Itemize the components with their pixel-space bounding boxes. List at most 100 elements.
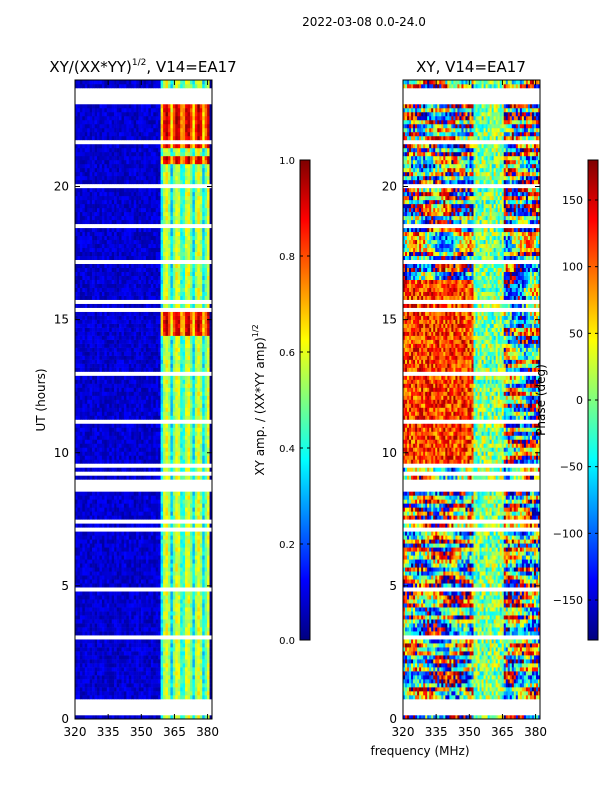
heatmap-cell [202,367,205,372]
heatmap-cell [84,359,88,364]
heatmap-cell [158,359,161,364]
heatmap-cell [197,443,201,448]
heatmap-cell [165,459,169,464]
heatmap-cell [97,407,100,412]
heatmap-cell [180,399,183,404]
heatmap-cell [109,391,112,396]
heatmap-cell [97,675,100,680]
heatmap-cell [172,407,176,412]
heatmap-cell [187,295,191,300]
heatmap-cell [106,467,110,472]
heatmap-cell [116,599,120,604]
heatmap-cell [163,695,166,700]
heatmap-cell [109,547,112,552]
heatmap-cell [165,555,169,560]
heatmap-cell [75,575,78,580]
heatmap-cell [175,631,179,636]
heatmap-cell [172,543,176,548]
heatmap-cell [92,315,95,320]
heatmap-cell [148,555,152,560]
heatmap-cell [75,323,78,328]
heatmap-cell [133,367,137,372]
heatmap-cell [126,643,130,648]
heatmap-cell [79,551,83,556]
heatmap-cell [119,355,122,360]
heatmap-cell [92,347,95,352]
heatmap-cell [155,691,159,696]
heatmap-cell [106,599,110,604]
heatmap-cell [160,551,164,556]
heatmap-cell [128,511,132,516]
heatmap-cell [92,467,95,472]
heatmap-cell [199,347,203,352]
heatmap-cell [99,663,103,668]
heatmap-cell [94,607,98,612]
heatmap-cell [128,663,132,668]
heatmap-cell [79,331,83,336]
heatmap-cell [75,395,78,400]
heatmap-cell [136,535,139,540]
heatmap-cell [116,467,120,472]
heatmap-cell [123,547,127,552]
heatmap-cell [75,671,78,676]
heatmap-cell [89,359,93,364]
heatmap-cell [97,631,100,636]
heatmap-cell [165,575,169,580]
heatmap-cell [165,423,169,428]
heatmap-cell [133,491,137,496]
heatmap-cell [182,383,186,388]
heatmap-cell [131,427,135,432]
heatmap-cell [111,295,115,300]
heatmap-cell [136,651,139,656]
heatmap-cell [209,395,212,400]
heatmap-cell [150,495,154,500]
heatmap-cell [87,379,90,384]
heatmap-cell [116,491,120,496]
heatmap-cell [87,375,90,380]
heatmap-cell [192,499,196,504]
heatmap-cell [209,355,212,360]
heatmap-blank-row [75,519,212,524]
heatmap-cell [106,439,110,444]
heatmap-cell [128,387,132,392]
heatmap-cell [172,599,176,604]
heatmap-cell [111,687,115,692]
heatmap-cell [172,575,176,580]
heatmap-cell [75,603,78,608]
heatmap-cell [128,523,132,528]
heatmap-cell [192,375,196,380]
heatmap-cell [197,695,201,700]
heatmap-cell [170,399,174,404]
heatmap-cell [97,563,100,568]
heatmap-cell [111,339,115,344]
heatmap-cell [119,399,122,404]
heatmap-cell [119,515,122,520]
heatmap-cell [75,435,78,440]
heatmap-cell [141,315,144,320]
heatmap-cell [87,627,90,632]
heatmap-cell [101,395,105,400]
heatmap-cell [101,399,105,404]
heatmap-cell [158,603,161,608]
heatmap-cell [189,679,193,684]
heatmap-cell [94,467,98,472]
heatmap-cell [123,351,127,356]
heatmap-cell [175,603,179,608]
heatmap-cell [126,367,130,372]
heatmap-cell [114,455,117,460]
heatmap-cell [143,595,147,600]
heatmap-cell [99,583,103,588]
heatmap-cell [177,411,181,416]
heatmap-cell [123,523,127,528]
heatmap-cell [150,691,154,696]
heatmap-cell [136,303,139,308]
heatmap-cell [163,539,166,544]
heatmap-cell [133,395,137,400]
heatmap-cell [138,391,142,396]
heatmap-cell [79,351,83,356]
heatmap-cell [114,543,117,548]
heatmap-cell [128,467,132,472]
heatmap-cell [121,427,125,432]
heatmap-cell [94,327,98,332]
heatmap-cell [180,331,183,336]
